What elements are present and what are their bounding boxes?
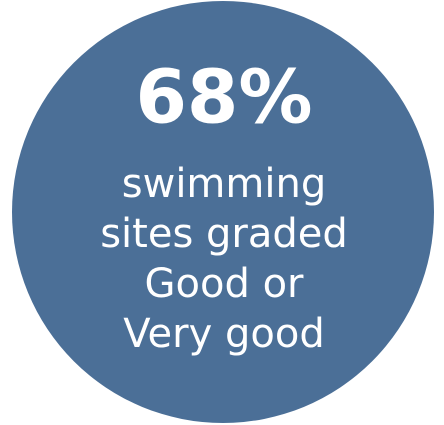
stat-value: 68% [135,55,312,141]
caption-line: Good or [145,261,305,307]
caption-line: sites graded [100,211,348,257]
caption-line: Very good [123,311,324,357]
badge-circle [12,1,434,423]
caption-line: swimming [122,161,326,207]
